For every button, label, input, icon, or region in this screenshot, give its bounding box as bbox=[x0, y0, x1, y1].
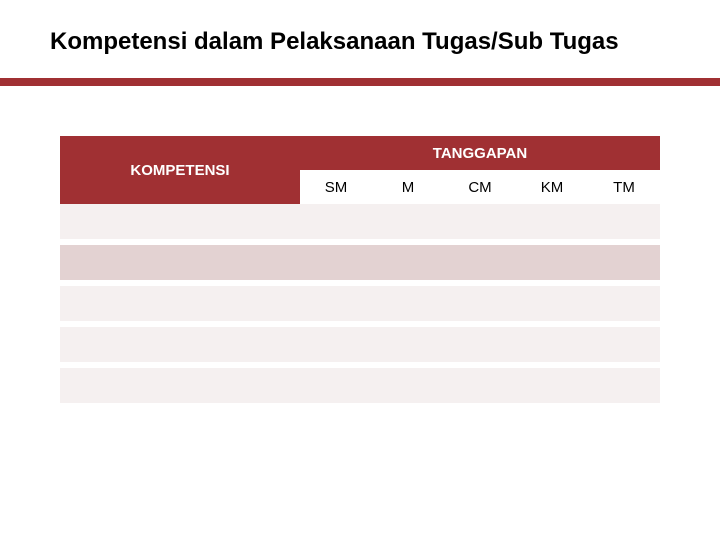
col-m: M bbox=[372, 170, 444, 204]
col-tm: TM bbox=[588, 170, 660, 204]
accent-bar bbox=[0, 78, 720, 86]
col-cm: CM bbox=[444, 170, 516, 204]
competency-table: KOMPETENSI TANGGAPAN SM M CM KM TM bbox=[60, 136, 660, 403]
table-row bbox=[60, 368, 660, 403]
col-sm: SM bbox=[300, 170, 372, 204]
col-km: KM bbox=[516, 170, 588, 204]
table-row bbox=[60, 204, 660, 239]
page-title: Kompetensi dalam Pelaksanaan Tugas/Sub T… bbox=[0, 0, 720, 68]
tanggapan-header: TANGGAPAN bbox=[300, 136, 660, 170]
competency-table-container: KOMPETENSI TANGGAPAN SM M CM KM TM bbox=[0, 86, 720, 403]
table-row bbox=[60, 245, 660, 280]
kompetensi-header: KOMPETENSI bbox=[60, 136, 300, 204]
table-row bbox=[60, 286, 660, 321]
table-row bbox=[60, 327, 660, 362]
